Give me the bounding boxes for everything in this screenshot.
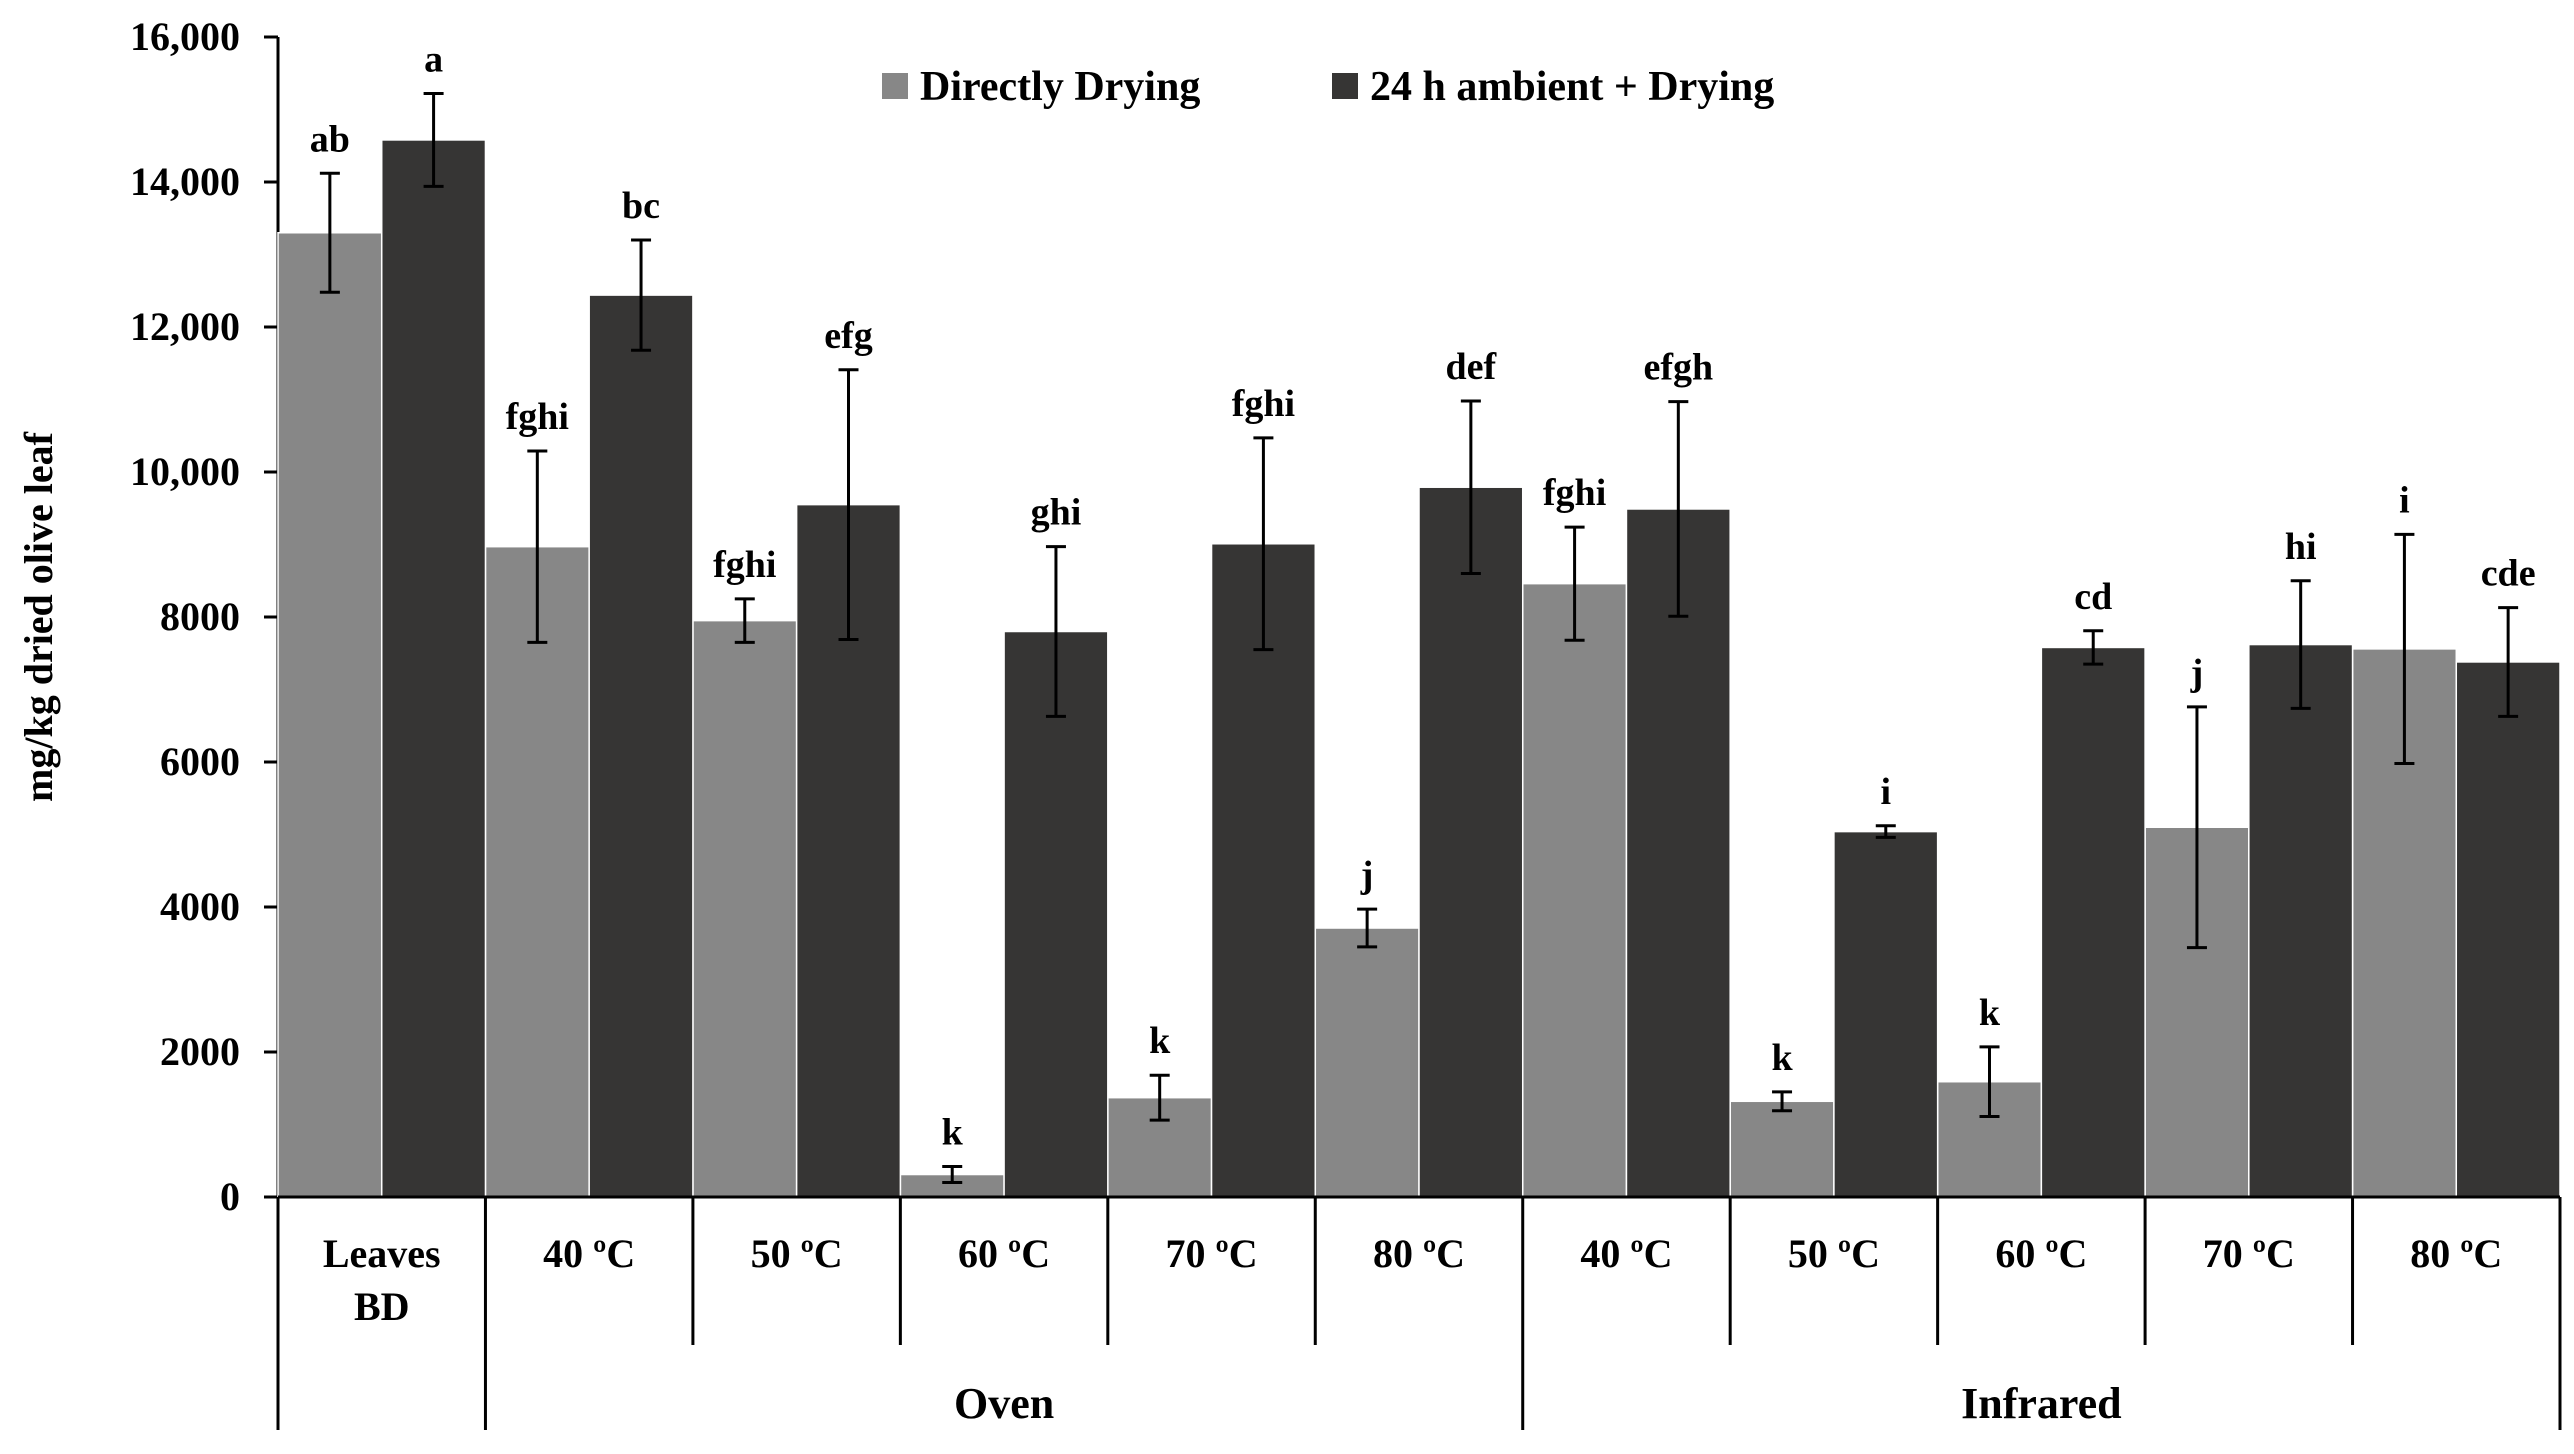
error-bar: [1772, 1090, 1793, 1113]
x-tick-label: 50 ºC: [751, 1231, 843, 1276]
error-bar: [2394, 532, 2415, 765]
y-tick-label: 10,000: [130, 449, 240, 494]
y-tick-label: 12,000: [130, 304, 240, 349]
significance-label: hi: [2285, 526, 2317, 568]
bar-directly-drying: [1729, 1100, 1835, 1198]
bar-ambient-drying: [1418, 486, 1524, 1198]
x-tick-label: 60 ºC: [1995, 1231, 2087, 1276]
significance-label: k: [1979, 992, 2001, 1034]
significance-label: fghi: [506, 396, 569, 438]
y-tick-label: 6000: [160, 739, 240, 784]
significance-label: a: [424, 39, 443, 81]
significance-label: ab: [310, 118, 350, 160]
significance-label: ghi: [1031, 492, 1082, 534]
error-bar: [1668, 400, 1689, 618]
legend: Directly Drying 24 h ambient + Drying: [882, 64, 1774, 110]
bar-ambient-drying: [588, 294, 694, 1198]
significance-label: fghi: [1232, 383, 1295, 425]
error-bar: [1875, 824, 1896, 839]
bar-directly-drying: [277, 232, 383, 1198]
y-axis-label: mg/kg dried olive leaf: [16, 431, 61, 802]
significance-label: cd: [2074, 576, 2112, 618]
x-tick-label: 40 ºC: [1580, 1231, 1672, 1276]
significance-label: fghi: [713, 544, 776, 586]
significance-label: fghi: [1543, 472, 1606, 514]
error-bar: [319, 171, 340, 294]
x-tick-label: 50 ºC: [1788, 1231, 1880, 1276]
significance-label: j: [2190, 652, 2204, 694]
error-bar: [942, 1165, 963, 1184]
bar-ambient-drying: [1210, 543, 1317, 1198]
legend-swatch: [1332, 73, 1358, 99]
bars: ab fghi fghi k k j fghi k k j i a bc efg ghi fghi def efg…: [277, 39, 2561, 1198]
bar-directly-drying: [1314, 927, 1420, 1198]
bar-directly-drying: [692, 619, 798, 1198]
x-tick-label: 80 ºC: [1373, 1231, 1465, 1276]
group-label: Oven: [954, 1379, 1054, 1428]
legend-swatch: [882, 73, 908, 99]
bar-ambient-drying: [1833, 830, 1939, 1198]
error-bar: [2290, 579, 2311, 710]
y-tick-label: 4000: [160, 884, 240, 929]
y-tick-label: 8000: [160, 594, 240, 639]
error-bar: [1979, 1045, 2000, 1119]
y-tick-label: 0: [220, 1174, 240, 1219]
error-bar: [1357, 907, 1378, 949]
significance-label: cde: [2481, 553, 2536, 595]
error-bar: [2186, 705, 2207, 950]
error-bar: [734, 597, 755, 644]
error-bar: [423, 92, 444, 188]
y-tick-label: 14,000: [130, 159, 240, 204]
significance-label: i: [1880, 771, 1891, 813]
error-bar: [1253, 436, 1274, 652]
y-axis: 0 2000 4000 6000 8000 10,000 12,000 14,000 16,00…: [130, 14, 280, 1219]
error-bar: [1149, 1073, 1170, 1122]
legend-label: Directly Drying: [920, 64, 1200, 110]
error-bar: [2498, 606, 2519, 718]
bar-ambient-drying: [1625, 508, 1731, 1198]
x-tick-label: 70 ºC: [2203, 1231, 2295, 1276]
error-bar: [838, 368, 859, 641]
x-axis: Leaves BD 40 ºC 50 ºC 60 ºC 70 ºC 80 ºC 40 ºC 50…: [276, 1195, 2562, 1430]
bar-ambient-drying: [2248, 643, 2354, 1198]
error-bar: [527, 449, 548, 644]
x-tick-label: 70 ºC: [1165, 1231, 1257, 1276]
x-tick-label: 80 ºC: [2410, 1231, 2502, 1276]
error-bar: [2083, 629, 2104, 666]
x-tick-label: BD: [354, 1284, 410, 1329]
bar-ambient-drying: [380, 139, 487, 1198]
bar-ambient-drying: [1003, 630, 1109, 1198]
bar-ambient-drying: [2040, 646, 2146, 1198]
legend-label: 24 h ambient + Drying: [1370, 64, 1774, 110]
error-bar: [1460, 399, 1481, 575]
x-tick-label: 40 ºC: [543, 1231, 635, 1276]
error-bar: [1564, 525, 1585, 642]
bar-ambient-drying: [2455, 661, 2561, 1198]
significance-label: k: [1149, 1020, 1171, 1062]
bar-directly-drying: [484, 545, 590, 1198]
significance-label: k: [1771, 1037, 1793, 1079]
error-bar: [1045, 545, 1066, 718]
significance-label: j: [1360, 854, 1374, 896]
significance-label: k: [942, 1112, 964, 1154]
x-tick-label: 60 ºC: [958, 1231, 1050, 1276]
y-tick-label: 16,000: [130, 14, 240, 59]
x-tick-label: Leaves: [323, 1231, 441, 1276]
y-tick-label: 2000: [160, 1029, 240, 1074]
significance-label: def: [1446, 346, 1498, 388]
group-label: Infrared: [1961, 1379, 2122, 1428]
error-bar: [631, 238, 652, 352]
significance-label: efg: [824, 315, 873, 357]
bar-directly-drying: [1521, 582, 1628, 1198]
significance-label: efgh: [1643, 347, 1713, 389]
significance-label: i: [2399, 479, 2410, 521]
significance-label: bc: [622, 185, 660, 227]
